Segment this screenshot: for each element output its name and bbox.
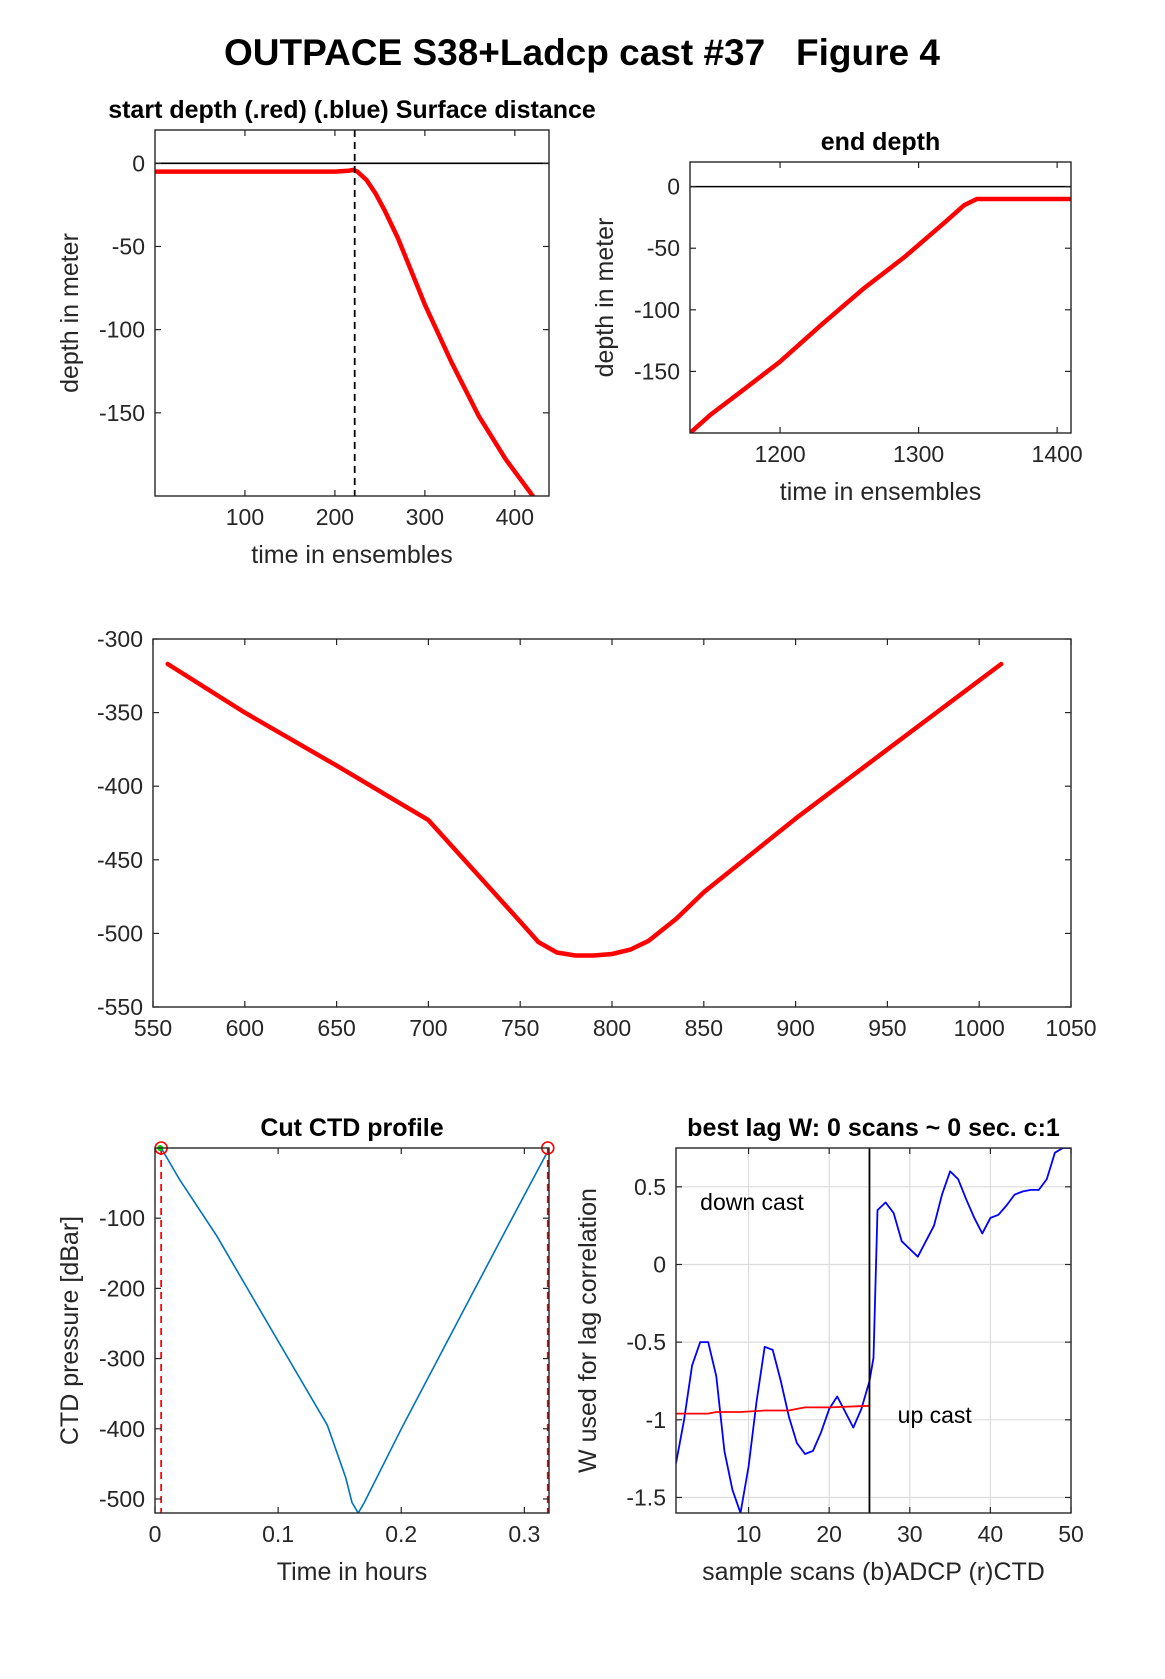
chart-start: 100 200 300 400 0 -50 -100 -150 start depth (.re… xyxy=(56,96,596,569)
x-tick-label: 30 xyxy=(897,1521,923,1547)
x-tick-label: 200 xyxy=(316,504,354,530)
y-tick-label: -100 xyxy=(99,1205,145,1231)
y-tick-label: 0 xyxy=(653,1251,666,1277)
y-tick-label: -300 xyxy=(99,1346,145,1372)
y-tick-label: -400 xyxy=(97,773,143,799)
x-tick-label: 300 xyxy=(406,504,444,530)
x-tick-label: 750 xyxy=(501,1015,539,1041)
y-tick-label: 0 xyxy=(132,150,145,176)
x-tick-label: 1000 xyxy=(954,1015,1005,1041)
plot-area xyxy=(160,1148,548,1513)
y-tick-label: -0.5 xyxy=(626,1329,666,1355)
chart-middle: 550 600 650 700 750 800 850 900 950 1000 1050 -300 -… xyxy=(97,626,1097,1041)
y-tick-label: -100 xyxy=(634,297,680,323)
y-tick-label: -50 xyxy=(112,233,145,259)
x-tick-label: 0.3 xyxy=(508,1521,540,1547)
x-tick-label: 40 xyxy=(978,1521,1004,1547)
x-tick-label: 0.2 xyxy=(385,1521,417,1547)
x-axis-label: time in ensembles xyxy=(251,541,452,569)
x-tick-label: 600 xyxy=(226,1015,264,1041)
axes-box xyxy=(675,1147,1072,1514)
series-line-0 xyxy=(165,661,1004,958)
x-axis-label: sample scans (b)ADCP (r)CTD xyxy=(702,1558,1045,1586)
chart-title: start depth (.red) (.blue) Surface dista… xyxy=(108,96,596,124)
chart-title: Cut CTD profile xyxy=(260,1114,443,1142)
y-axis-label: depth in meter xyxy=(591,218,619,378)
y-tick-label: -450 xyxy=(97,847,143,873)
x-axis-label: Time in hours xyxy=(277,1558,428,1586)
x-tick-label: 400 xyxy=(496,504,534,530)
y-tick-label: -150 xyxy=(99,400,145,426)
x-tick-label: 1200 xyxy=(754,441,805,467)
x-tick-label: 20 xyxy=(816,1521,842,1547)
x-tick-label: 900 xyxy=(776,1015,814,1041)
x-tick-label: 0 xyxy=(149,1521,162,1547)
x-tick-label: 10 xyxy=(736,1521,762,1547)
y-tick-label: -500 xyxy=(97,920,143,946)
plot-area xyxy=(165,661,1004,958)
x-tick-label: 100 xyxy=(226,504,264,530)
x-tick-label: 850 xyxy=(685,1015,723,1041)
y-tick-label: -350 xyxy=(97,700,143,726)
annotation-label: up cast xyxy=(898,1402,973,1428)
x-tick-label: 650 xyxy=(317,1015,355,1041)
y-tick-label: -300 xyxy=(97,626,143,652)
y-tick-label: -400 xyxy=(99,1416,145,1442)
chart-ctd: 0 0.1 0.2 0.3 -100 -200 -300 -400 -500 Cut CTD pr… xyxy=(56,1114,555,1586)
axes-box xyxy=(154,129,550,497)
y-tick-label: 0.5 xyxy=(634,1174,666,1200)
chart-title: best lag W: 0 scans ~ 0 sec. c:1 xyxy=(687,1114,1060,1142)
series-line-0 xyxy=(676,1148,1071,1513)
y-tick-label: -200 xyxy=(99,1275,145,1301)
annotation-label: down cast xyxy=(700,1189,804,1215)
x-tick-label: 1300 xyxy=(893,441,944,467)
y-tick-label: -150 xyxy=(634,358,680,384)
x-tick-label: 550 xyxy=(134,1015,172,1041)
x-axis-label: time in ensembles xyxy=(780,478,981,506)
y-tick-label: -50 xyxy=(647,235,680,261)
series-line-0 xyxy=(155,167,536,496)
y-tick-label: -550 xyxy=(97,994,143,1020)
x-tick-label: 0.1 xyxy=(262,1521,294,1547)
plot-area xyxy=(676,1148,1071,1513)
axes-box xyxy=(689,161,1072,434)
y-tick-label: -500 xyxy=(99,1486,145,1512)
x-tick-label: 1050 xyxy=(1045,1015,1096,1041)
chart-end: 1200 1300 1400 0 -50 -100 -150 end depth time in… xyxy=(591,128,1083,506)
chart-title: end depth xyxy=(821,128,940,156)
y-axis-label: W used for lag correlation xyxy=(574,1188,602,1473)
y-tick-label: -100 xyxy=(99,317,145,343)
x-tick-label: 800 xyxy=(593,1015,631,1041)
y-tick-label: -1.5 xyxy=(626,1484,666,1510)
series-line-0 xyxy=(690,196,1071,433)
series-line-0 xyxy=(160,1148,548,1513)
x-tick-label: 1400 xyxy=(1032,441,1083,467)
chart-lag: 10 20 30 40 50 0.5 0 -0.5 -1 -1.5 best lag W: 0 sc… xyxy=(574,1114,1084,1586)
figure-title: OUTPACE S38+Ladcp cast #37 Figure 4 xyxy=(224,32,940,73)
y-tick-label: 0 xyxy=(667,174,680,200)
axes-box xyxy=(154,1147,550,1514)
y-axis-label: depth in meter xyxy=(56,233,84,393)
y-tick-label: -1 xyxy=(646,1407,666,1433)
x-tick-label: 50 xyxy=(1058,1521,1084,1547)
plot-area xyxy=(690,196,1071,433)
series-line-1 xyxy=(676,1404,871,1415)
y-axis-label: CTD pressure [dBar] xyxy=(56,1216,84,1445)
x-tick-label: 950 xyxy=(868,1015,906,1041)
plot-area xyxy=(155,167,536,496)
x-tick-label: 700 xyxy=(409,1015,447,1041)
